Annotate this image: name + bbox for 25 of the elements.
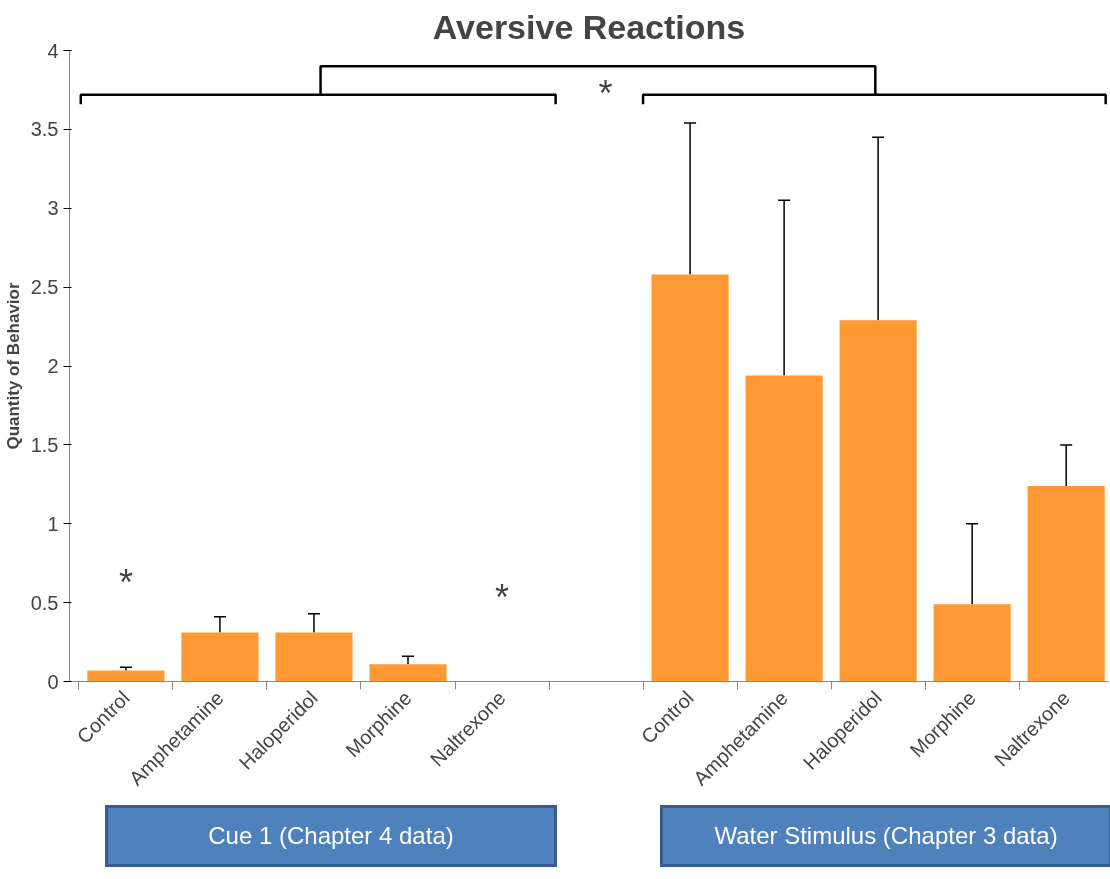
bar [181,632,259,682]
text: Cue 1 (Chapter 4 data) [105,805,557,867]
annotation: * [118,561,133,603]
bar [275,632,353,682]
y-tick-label: 1 [47,512,59,535]
y-axis-title: Quantity of Behavior [3,282,23,450]
y-tick-label: 2 [47,355,59,377]
y-tick-label: 3.5 [30,118,59,141]
bar [1027,485,1105,682]
y-tick-label: 2.5 [30,276,59,299]
bar [745,375,823,682]
bar [839,320,917,682]
chart-title: Aversive Reactions [432,7,746,46]
annotation: * [495,577,510,619]
bar [369,664,447,682]
bar [933,604,1011,682]
y-tick-label: 1.5 [30,433,59,456]
y-tick-label: 0.5 [30,591,59,614]
annotation: * [598,72,613,114]
bar [87,670,165,682]
bar [651,274,729,682]
y-tick-label: 4 [47,39,59,62]
y-tick-label: 0 [47,670,59,693]
text: Water Stimulus (Chapter 3 data) [660,805,1110,867]
y-tick-label: 3 [47,197,59,220]
